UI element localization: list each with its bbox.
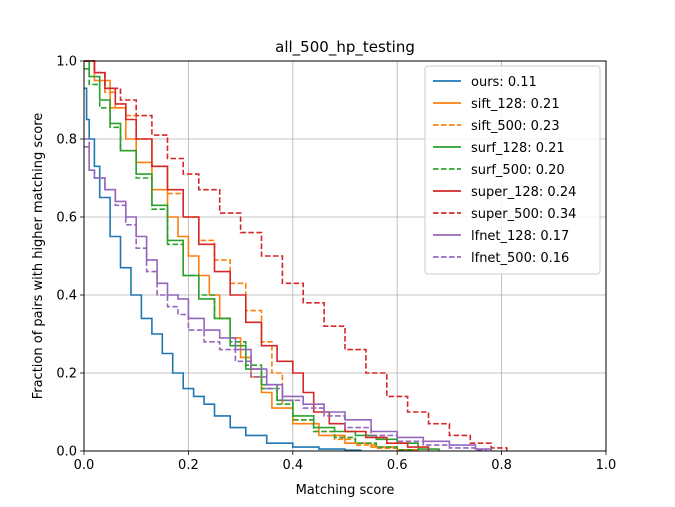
legend-box [424,65,601,275]
x-tick-label: 0.8 [491,458,512,473]
x-tick-label: 0.6 [387,458,408,473]
series-line [84,146,492,451]
x-tick-label: 0.2 [178,458,199,473]
y-tick-label: 0.6 [56,211,77,226]
series-lines [84,60,508,451]
legend-label: lfnet_128: 0.17 [471,229,569,244]
y-axis-label: Fraction of pairs with higher matching s… [31,113,46,400]
legend-label: super_500: 0.34 [471,207,576,222]
series-line [84,60,430,451]
y-tick-label: 0.0 [56,445,77,460]
chart-title: all_500_hp_testing [275,38,415,57]
y-tick-label: 0.8 [56,133,77,148]
y-tick-label: 0.2 [56,367,77,382]
legend-label: super_128: 0.24 [471,185,576,200]
legend-label: surf_128: 0.21 [471,141,565,156]
y-tick-label: 0.4 [56,289,77,304]
x-tick-label: 0.0 [74,458,95,473]
y-tick-label: 1.0 [56,55,77,70]
series-line [84,60,508,451]
x-axis-label: Matching score [296,483,395,498]
legend-label: sift_500: 0.23 [471,119,560,134]
legend-label: surf_500: 0.20 [471,163,565,178]
x-tick-label: 0.4 [282,458,303,473]
axis-ticks: 0.0 0.2 0.4 0.6 0.8 1.0 0.0 0.2 0.4 0.6 0.8 1.0 [56,55,616,474]
x-tick-label: 1.0 [596,458,617,473]
series-line [84,138,487,451]
series-line [84,68,414,451]
plot-area-frame [83,60,607,452]
series-line [84,87,362,451]
legend-label: ours: 0.11 [471,75,537,90]
legend-label: lfnet_500: 0.16 [471,251,569,266]
legend: ours: 0.11 sift_128: 0.21 sift_500: 0.23 su… [424,65,601,275]
legend-label: sift_128: 0.21 [471,97,560,112]
